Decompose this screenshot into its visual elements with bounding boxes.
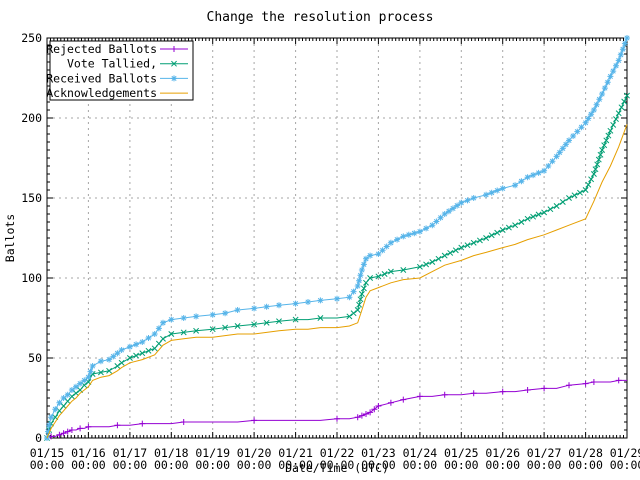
svg-text:01/18: 01/18	[154, 446, 189, 460]
svg-text:01/21: 01/21	[278, 446, 313, 460]
svg-text:100: 100	[21, 271, 42, 285]
svg-text:200: 200	[21, 111, 42, 125]
svg-text:01/17: 01/17	[113, 446, 148, 460]
legend-label: Rejected Ballots	[46, 42, 157, 56]
svg-text:50: 50	[28, 351, 42, 365]
svg-text:00:00: 00:00	[610, 458, 640, 472]
grid-lines	[47, 38, 627, 438]
svg-text:01/29: 01/29	[610, 446, 640, 460]
series-acknowledgements	[46, 124, 628, 439]
legend-sample-star-marker	[160, 75, 188, 82]
svg-text:00:00: 00:00	[485, 458, 520, 472]
series-rejected-ballots	[44, 377, 627, 441]
svg-text:01/27: 01/27	[527, 446, 562, 460]
x-tick-labels: 01/1500:0001/1600:0001/1700:0001/1800:00…	[30, 446, 640, 472]
legend-label: Received Ballots	[46, 71, 157, 85]
svg-text:00:00: 00:00	[71, 458, 106, 472]
svg-text:01/28: 01/28	[568, 446, 603, 460]
svg-text:00:00: 00:00	[527, 458, 562, 472]
svg-text:01/15: 01/15	[30, 446, 65, 460]
series-vote-tallied	[44, 92, 630, 441]
y-tick-labels: 0 50 100 150 200 250	[21, 31, 42, 445]
svg-text:00:00: 00:00	[444, 458, 479, 472]
svg-text:01/19: 01/19	[195, 446, 230, 460]
series-received-ballots	[44, 35, 630, 441]
svg-text:01/22: 01/22	[320, 446, 355, 460]
svg-text:00:00: 00:00	[568, 458, 603, 472]
legend-box	[49, 40, 194, 101]
svg-text:00:00: 00:00	[237, 458, 272, 472]
svg-text:250: 250	[21, 31, 42, 45]
svg-text:00:00: 00:00	[361, 458, 396, 472]
svg-text:01/25: 01/25	[444, 446, 479, 460]
svg-text:01/24: 01/24	[403, 446, 438, 460]
legend-label: Vote Tallied,	[67, 57, 157, 71]
svg-text:01/16: 01/16	[71, 446, 106, 460]
svg-text:00:00: 00:00	[154, 458, 189, 472]
svg-text:00:00: 00:00	[278, 458, 313, 472]
svg-text:00:00: 00:00	[30, 458, 65, 472]
legend-label: Acknowledgements	[46, 86, 157, 100]
svg-text:00:00: 00:00	[320, 458, 355, 472]
svg-text:00:00: 00:00	[195, 458, 230, 472]
svg-text:01/26: 01/26	[485, 446, 520, 460]
plot-border	[46, 37, 628, 439]
x-axis-label: Date/Time (UTC)	[285, 461, 389, 475]
svg-text:00:00: 00:00	[113, 458, 148, 472]
y-axis-label: Ballots	[3, 214, 17, 262]
chart-title: Change the resolution process	[207, 10, 434, 25]
legend-sample-cross-marker	[160, 60, 188, 67]
svg-text:150: 150	[21, 191, 42, 205]
legend-sample-plus-marker	[160, 46, 188, 52]
svg-text:00:00: 00:00	[403, 458, 438, 472]
svg-text:01/23: 01/23	[361, 446, 396, 460]
svg-text:0: 0	[35, 431, 42, 445]
svg-text:01/20: 01/20	[237, 446, 272, 460]
